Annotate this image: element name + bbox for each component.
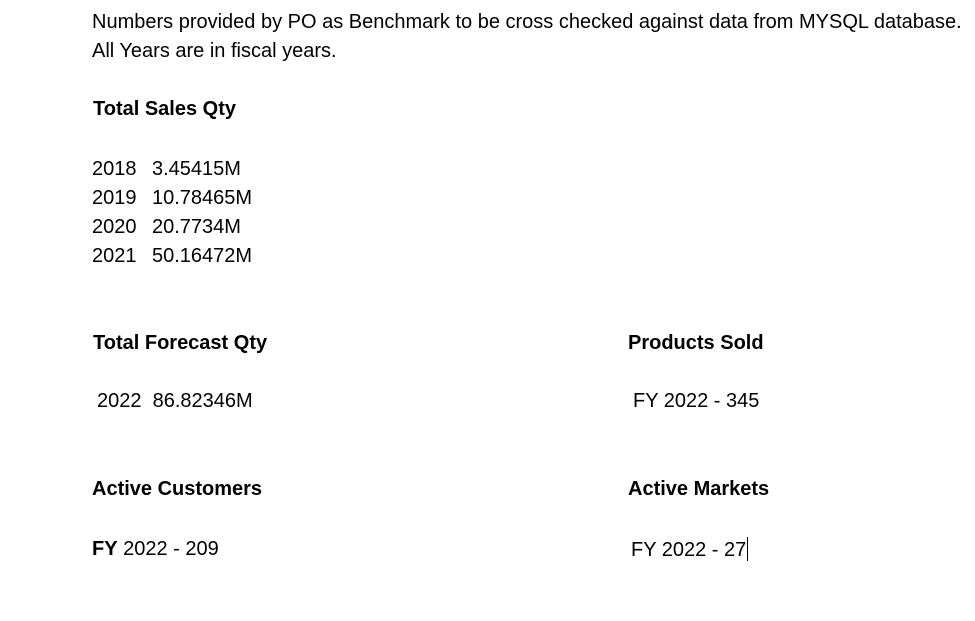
products-sold-value: FY 2022 - 345 — [633, 390, 760, 412]
total-sales-list: 2018 3.45415M 2019 10.78465M 2020 20.7734M … — [92, 155, 252, 271]
active-customers-value: 2022 - 209 — [117, 538, 219, 560]
intro-paragraph: Numbers provided by PO as Benchmark to b… — [92, 11, 962, 62]
total-forecast-value: 2022 86.82346M — [97, 390, 253, 412]
active-customers-prefix: FY — [92, 538, 118, 560]
sales-year: 2021 — [92, 245, 137, 267]
list-item: 2018 3.45415M — [92, 155, 252, 184]
sales-value: 20.7734M — [152, 216, 241, 238]
active-markets-line[interactable]: FY 2022 - 27 — [631, 537, 749, 562]
sales-value: 3.45415M — [152, 158, 241, 180]
products-sold-heading: Products Sold — [628, 332, 764, 354]
sales-value: 10.78465M — [152, 187, 253, 209]
active-markets-heading: Active Markets — [628, 478, 770, 500]
list-item: 2020 20.7734M — [92, 213, 252, 242]
sales-year: 2018 — [92, 158, 137, 180]
list-item: 2021 50.16472M — [92, 242, 252, 271]
total-sales-heading: Total Sales Qty — [93, 98, 237, 120]
sales-value: 50.16472M — [152, 245, 253, 267]
text-cursor — [747, 537, 749, 561]
active-customers-line: FY 2022 - 209 — [92, 537, 219, 561]
list-item: 2019 10.78465M — [92, 184, 252, 213]
total-forecast-heading: Total Forecast Qty — [93, 332, 268, 354]
active-markets-value: FY 2022 - 27 — [631, 539, 747, 561]
active-customers-heading: Active Customers — [92, 478, 263, 500]
sales-year: 2020 — [92, 216, 137, 238]
sales-year: 2019 — [92, 187, 137, 209]
